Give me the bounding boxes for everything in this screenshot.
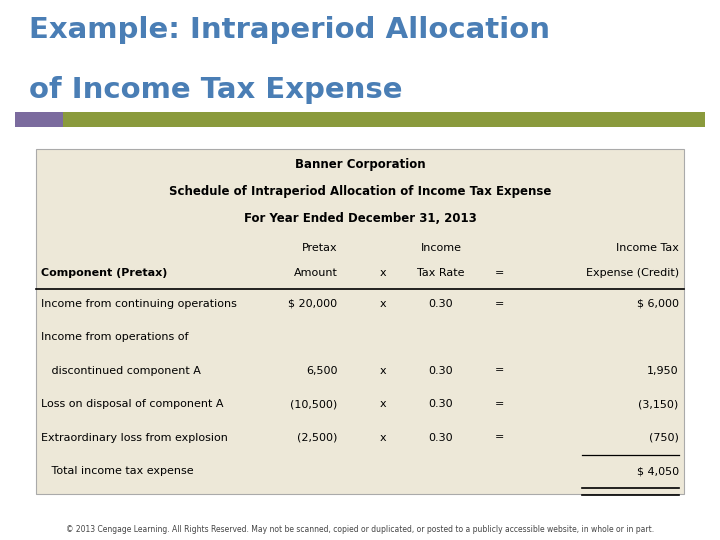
Text: 0.30: 0.30 [428, 366, 454, 376]
Text: 6,500: 6,500 [306, 366, 337, 376]
Text: =: = [495, 268, 504, 279]
Text: (2,500): (2,500) [297, 433, 337, 443]
Text: 0.30: 0.30 [428, 299, 454, 309]
Text: $ 20,000: $ 20,000 [288, 299, 337, 309]
Text: Expense (Credit): Expense (Credit) [585, 268, 679, 279]
FancyBboxPatch shape [15, 112, 63, 127]
Text: x: x [379, 268, 386, 279]
Text: Banner Corporation: Banner Corporation [294, 158, 426, 171]
Text: =: = [495, 299, 504, 309]
Text: Component (Pretax): Component (Pretax) [41, 268, 168, 279]
FancyBboxPatch shape [36, 148, 684, 494]
FancyBboxPatch shape [63, 112, 705, 127]
Text: (750): (750) [649, 433, 679, 443]
Text: 0.30: 0.30 [428, 399, 454, 409]
Text: © 2013 Cengage Learning. All Rights Reserved. May not be scanned, copied or dupl: © 2013 Cengage Learning. All Rights Rese… [66, 524, 654, 534]
Text: =: = [495, 433, 504, 443]
Text: Income from operations of: Income from operations of [41, 332, 189, 342]
Text: Amount: Amount [294, 268, 337, 279]
Text: x: x [379, 366, 386, 376]
Text: Schedule of Intraperiod Allocation of Income Tax Expense: Schedule of Intraperiod Allocation of In… [168, 185, 552, 198]
Text: Income Tax: Income Tax [616, 243, 679, 253]
Text: 1,950: 1,950 [647, 366, 679, 376]
Text: of Income Tax Expense: of Income Tax Expense [29, 76, 402, 104]
Text: x: x [379, 299, 386, 309]
Text: Income: Income [420, 243, 462, 253]
Text: =: = [495, 399, 504, 409]
Text: $ 4,050: $ 4,050 [636, 466, 679, 476]
Text: $ 6,000: $ 6,000 [636, 299, 679, 309]
Text: (10,500): (10,500) [290, 399, 337, 409]
Text: Loss on disposal of component A: Loss on disposal of component A [41, 399, 224, 409]
Text: For Year Ended December 31, 2013: For Year Ended December 31, 2013 [243, 212, 477, 225]
Text: Total income tax expense: Total income tax expense [41, 466, 194, 476]
Text: x: x [379, 399, 386, 409]
Text: Tax Rate: Tax Rate [418, 268, 465, 279]
Text: Extraordinary loss from explosion: Extraordinary loss from explosion [41, 433, 228, 443]
Text: (3,150): (3,150) [639, 399, 679, 409]
Text: x: x [379, 433, 386, 443]
Text: discontinued component A: discontinued component A [41, 366, 201, 376]
Text: Income from continuing operations: Income from continuing operations [41, 299, 237, 309]
Text: Pretax: Pretax [302, 243, 337, 253]
Text: 0.30: 0.30 [428, 433, 454, 443]
Text: =: = [495, 366, 504, 376]
Text: Example: Intraperiod Allocation: Example: Intraperiod Allocation [29, 16, 550, 44]
